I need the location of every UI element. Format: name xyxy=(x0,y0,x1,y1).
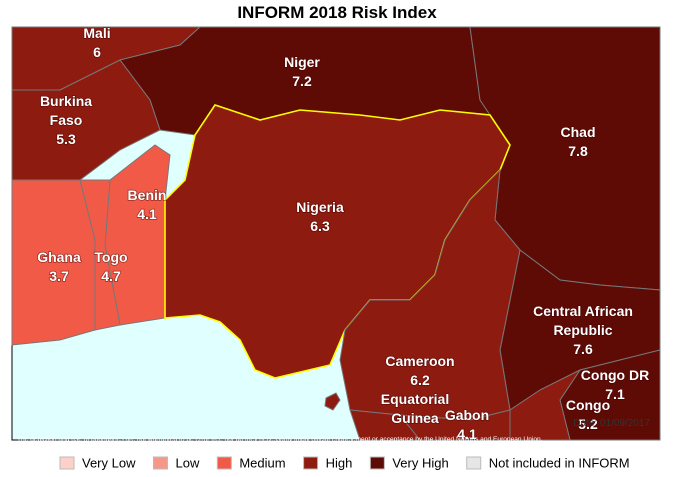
country-score: 7.2 xyxy=(292,73,312,89)
country-label: Burkina Faso 5.3 xyxy=(40,93,92,147)
country-name: Congo xyxy=(566,397,610,413)
country-name: Togo xyxy=(94,249,127,265)
legend-swatch xyxy=(152,456,168,470)
country-score: 5.3 xyxy=(56,131,76,147)
country xyxy=(79,179,121,331)
legend-label: High xyxy=(326,455,353,470)
country-score: 3.7 xyxy=(49,268,69,284)
country-name: Nigeria xyxy=(296,199,344,215)
country-name: Ghana xyxy=(37,249,81,265)
land xyxy=(11,26,661,441)
country-score: 7.1 xyxy=(605,386,625,402)
country xyxy=(509,368,582,441)
country-label: Ghana 3.7 xyxy=(37,249,81,284)
date: Date: 01/09/2017 xyxy=(573,418,650,429)
country-score: 7.8 xyxy=(568,143,588,159)
country-score: 4.7 xyxy=(101,268,121,284)
country-label: Congo 5.2 xyxy=(566,397,610,432)
country-name: Niger xyxy=(284,54,320,70)
country-name: Burkina xyxy=(40,93,92,109)
legend-label: Low xyxy=(175,455,199,470)
country-label: Cameroon 6.2 xyxy=(385,353,454,388)
country-name: Congo DR xyxy=(581,367,649,383)
country-name: Mali xyxy=(83,25,110,41)
legend-label: Medium xyxy=(239,455,285,470)
legend-label: Very Low xyxy=(82,455,136,470)
country-name: Benin xyxy=(128,187,167,203)
country-name: Central African xyxy=(533,303,633,319)
legend-label: Very High xyxy=(392,455,448,470)
country-label: Benin 4.1 xyxy=(128,187,167,222)
legend-swatch xyxy=(466,456,482,470)
country-name: Faso xyxy=(50,112,83,128)
country-label: Central African Republic 7.6 xyxy=(533,303,633,357)
country-score: 7.6 xyxy=(573,341,593,357)
legend: Very Low Low Medium High Very High Not includ… xyxy=(59,455,630,470)
country-label: Niger 7.2 xyxy=(284,54,320,89)
country-score: 6.3 xyxy=(310,218,330,234)
country-score: 6.2 xyxy=(410,372,430,388)
country-name: Cameroon xyxy=(385,353,454,369)
island xyxy=(324,392,341,411)
legend-swatch xyxy=(369,456,385,470)
country-label: Mali 6 xyxy=(83,25,110,60)
country-name: Chad xyxy=(561,124,596,140)
country-score: 5.2 xyxy=(578,416,598,432)
map-title: INFORM 2018 Risk Index xyxy=(237,3,437,22)
country-label: Gabon 4.1 xyxy=(445,407,489,442)
country-score: 6 xyxy=(93,44,101,60)
country-score: 4.1 xyxy=(137,206,157,222)
country-score: 4.1 xyxy=(457,426,477,442)
country-label: Equatorial Guinea xyxy=(381,391,449,426)
country-name: Equatorial xyxy=(381,391,449,407)
country-label: Chad 7.8 xyxy=(561,124,596,159)
country-label: Togo 4.7 xyxy=(94,249,127,284)
country-label: Nigeria 6.3 xyxy=(296,199,344,234)
country-label: Congo DR 7.1 xyxy=(581,367,649,402)
legend-swatch xyxy=(303,456,319,470)
legend-label: Not included in INFORM xyxy=(489,455,630,470)
legend-swatch xyxy=(59,456,75,470)
disclaimer: The depiction and use of boundaries are … xyxy=(17,436,543,443)
legend-swatch xyxy=(216,456,232,470)
country-name: Republic xyxy=(553,322,612,338)
country-name: Gabon xyxy=(445,407,489,423)
country-name: Guinea xyxy=(391,410,439,426)
labels: Mali 6 Niger 7.2 Burkina Faso 5.3 Chad 7.8 Benin 4… xyxy=(36,24,650,443)
